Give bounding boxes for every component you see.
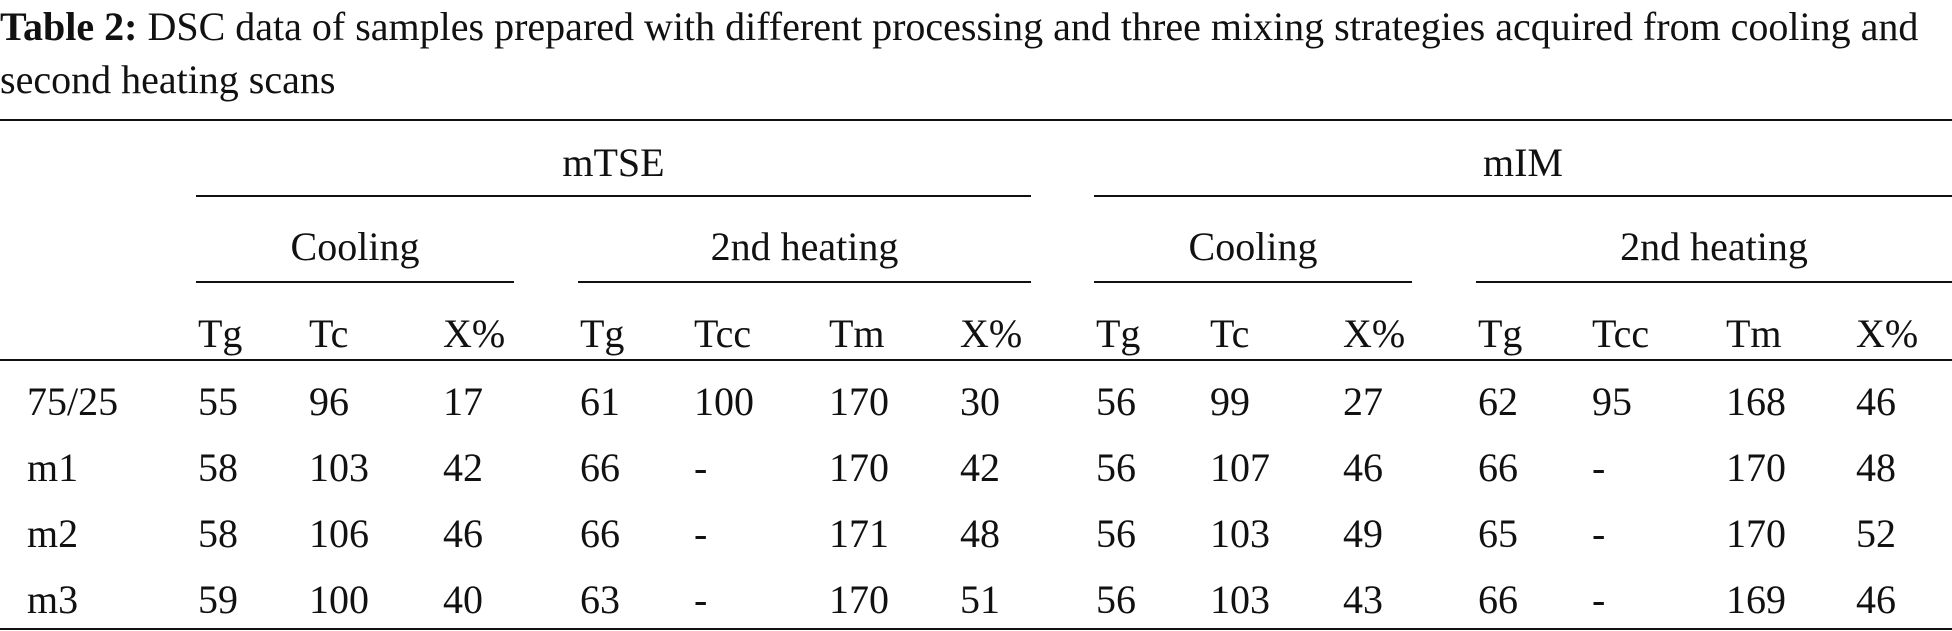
table-cell: 170 (1726, 511, 1786, 556)
table-cell: 46 (1856, 379, 1896, 424)
table-cell: 51 (960, 577, 1000, 622)
table-cell: 58 (198, 511, 238, 556)
table-cell: 46 (1856, 577, 1896, 622)
table-cell: 40 (443, 577, 483, 622)
table-cell: 170 (829, 577, 889, 622)
column-header: X% (1856, 311, 1919, 356)
subgroup-header-mtse-cooling: Cooling (290, 224, 420, 269)
table-cell: 100 (694, 379, 754, 424)
bottom-rule (0, 628, 1952, 630)
subgroup-rule-mim-heating (1476, 281, 1952, 283)
top-rule (0, 119, 1952, 121)
table-cell: 106 (309, 511, 369, 556)
table-cell: 170 (829, 445, 889, 490)
header-bottom-rule (0, 359, 1952, 361)
table-cell: 168 (1726, 379, 1786, 424)
table-cell: 49 (1343, 511, 1383, 556)
table-cell: 56 (1096, 379, 1136, 424)
column-header: Tg (198, 311, 243, 356)
table-cell: 95 (1592, 379, 1632, 424)
table-cell: 170 (829, 379, 889, 424)
column-header: Tg (580, 311, 625, 356)
table-cell: 27 (1343, 379, 1383, 424)
column-header: Tg (1478, 311, 1523, 356)
table-cell: 63 (580, 577, 620, 622)
subgroup-header-mtse-heating: 2nd heating (710, 224, 899, 269)
column-header: Tc (309, 311, 349, 356)
table-label: Table 2: (0, 4, 138, 49)
column-header: X% (1343, 311, 1406, 356)
group-header-mtse: mTSE (562, 140, 665, 185)
table-cell: 56 (1096, 577, 1136, 622)
table-cell: 66 (580, 445, 620, 490)
table-cell: 169 (1726, 577, 1786, 622)
table-cell: - (694, 445, 708, 490)
table-cell: 170 (1726, 445, 1786, 490)
table-cell: 30 (960, 379, 1000, 424)
column-header: Tcc (1592, 311, 1650, 356)
table-cell: 58 (198, 445, 238, 490)
table-cell: 17 (443, 379, 483, 424)
group-rule-mim (1094, 195, 1952, 197)
subgroup-rule-mtse-cooling (196, 281, 514, 283)
table-cell: 56 (1096, 445, 1136, 490)
group-rule-mtse (196, 195, 1031, 197)
table-cell: - (1592, 445, 1606, 490)
table-cell: 59 (198, 577, 238, 622)
table-cell: 62 (1478, 379, 1518, 424)
row-label: 75/25 (27, 379, 119, 424)
table-cell: 56 (1096, 511, 1136, 556)
table-cell: 66 (1478, 577, 1518, 622)
subgroup-rule-mim-cooling (1094, 281, 1412, 283)
table-cell: 65 (1478, 511, 1518, 556)
table-cell: 61 (580, 379, 620, 424)
table-cell: 107 (1210, 445, 1270, 490)
column-header: X% (960, 311, 1023, 356)
table-cell: 42 (960, 445, 1000, 490)
subgroup-header-mim-cooling: Cooling (1188, 224, 1318, 269)
table-cell: 100 (309, 577, 369, 622)
table-cell: 55 (198, 379, 238, 424)
table-cell: 48 (1856, 445, 1896, 490)
table-cell: - (1592, 577, 1606, 622)
table-cell: 46 (1343, 445, 1383, 490)
column-header: Tg (1096, 311, 1141, 356)
table-cell: 46 (443, 511, 483, 556)
table-cell: - (694, 577, 708, 622)
group-header-mim: mIM (1483, 140, 1563, 185)
subgroup-rule-mtse-heating (578, 281, 1031, 283)
column-header: X% (443, 311, 506, 356)
table-cell: 103 (309, 445, 369, 490)
table-cell: 43 (1343, 577, 1383, 622)
table-caption: Table 2: DSC data of samples prepared wit… (0, 0, 1952, 106)
row-label: m1 (27, 445, 79, 490)
subgroup-header-mim-heating: 2nd heating (1620, 224, 1808, 269)
column-header: Tm (1726, 311, 1782, 356)
table-cell: 103 (1210, 577, 1270, 622)
column-header: Tm (829, 311, 885, 356)
table-cell: 99 (1210, 379, 1250, 424)
table-cell: 66 (1478, 445, 1518, 490)
row-label: m3 (27, 577, 79, 622)
table-cell: 171 (829, 511, 889, 556)
table-cell: - (694, 511, 708, 556)
caption-text: DSC data of samples prepared with differ… (0, 4, 1919, 102)
table-cell: 66 (580, 511, 620, 556)
table-cell: 96 (309, 379, 349, 424)
table-cell: 52 (1856, 511, 1896, 556)
column-header: Tc (1210, 311, 1250, 356)
row-label: m2 (27, 511, 79, 556)
table-cell: 48 (960, 511, 1000, 556)
column-header: Tcc (694, 311, 752, 356)
table-cell: 42 (443, 445, 483, 490)
table-cell: - (1592, 511, 1606, 556)
table-cell: 103 (1210, 511, 1270, 556)
